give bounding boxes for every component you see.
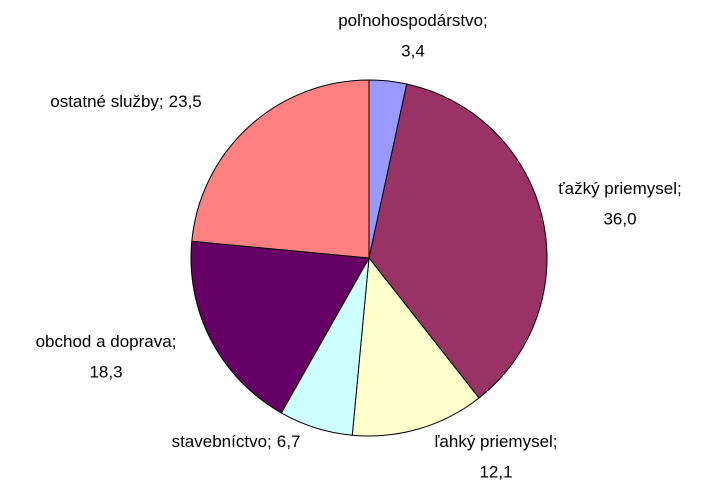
data-label: ostatné služby; 23,5 bbox=[50, 92, 202, 111]
label-separator: ; bbox=[159, 92, 164, 111]
pie-slice bbox=[190, 240, 370, 414]
data-label-name: ťažký priemysel; bbox=[558, 179, 682, 198]
label-separator: ; bbox=[553, 432, 558, 451]
data-label-value: 36,0 bbox=[603, 209, 636, 228]
label-separator: ; bbox=[483, 11, 488, 30]
data-label-name: ľahký priemysel; bbox=[434, 432, 557, 451]
data-label-value: 23,5 bbox=[169, 92, 202, 111]
pie-slice bbox=[191, 79, 370, 259]
category-name: ostatné služby bbox=[50, 92, 159, 111]
pie-slice bbox=[368, 83, 548, 399]
category-name: stavebníctvo bbox=[172, 432, 267, 451]
category-name: obchod a doprava bbox=[36, 332, 173, 351]
category-name: poľnohospodárstvo bbox=[338, 11, 483, 30]
pie-slice bbox=[351, 256, 480, 437]
label-separator: ; bbox=[267, 432, 272, 451]
data-label-name: poľnohospodárstvo; bbox=[338, 11, 488, 30]
data-label-value: 3,4 bbox=[401, 41, 425, 60]
category-name: ťažký priemysel bbox=[558, 179, 677, 198]
data-label-value: 6,7 bbox=[277, 432, 301, 451]
label-separator: ; bbox=[172, 332, 177, 351]
data-label-value: 18,3 bbox=[89, 362, 122, 381]
label-separator: ; bbox=[677, 179, 682, 198]
category-name: ľahký priemysel bbox=[434, 432, 552, 451]
data-label-value: 12,1 bbox=[479, 462, 512, 481]
data-label: stavebníctvo; 6,7 bbox=[172, 432, 301, 451]
data-label-name: obchod a doprava; bbox=[36, 332, 177, 351]
